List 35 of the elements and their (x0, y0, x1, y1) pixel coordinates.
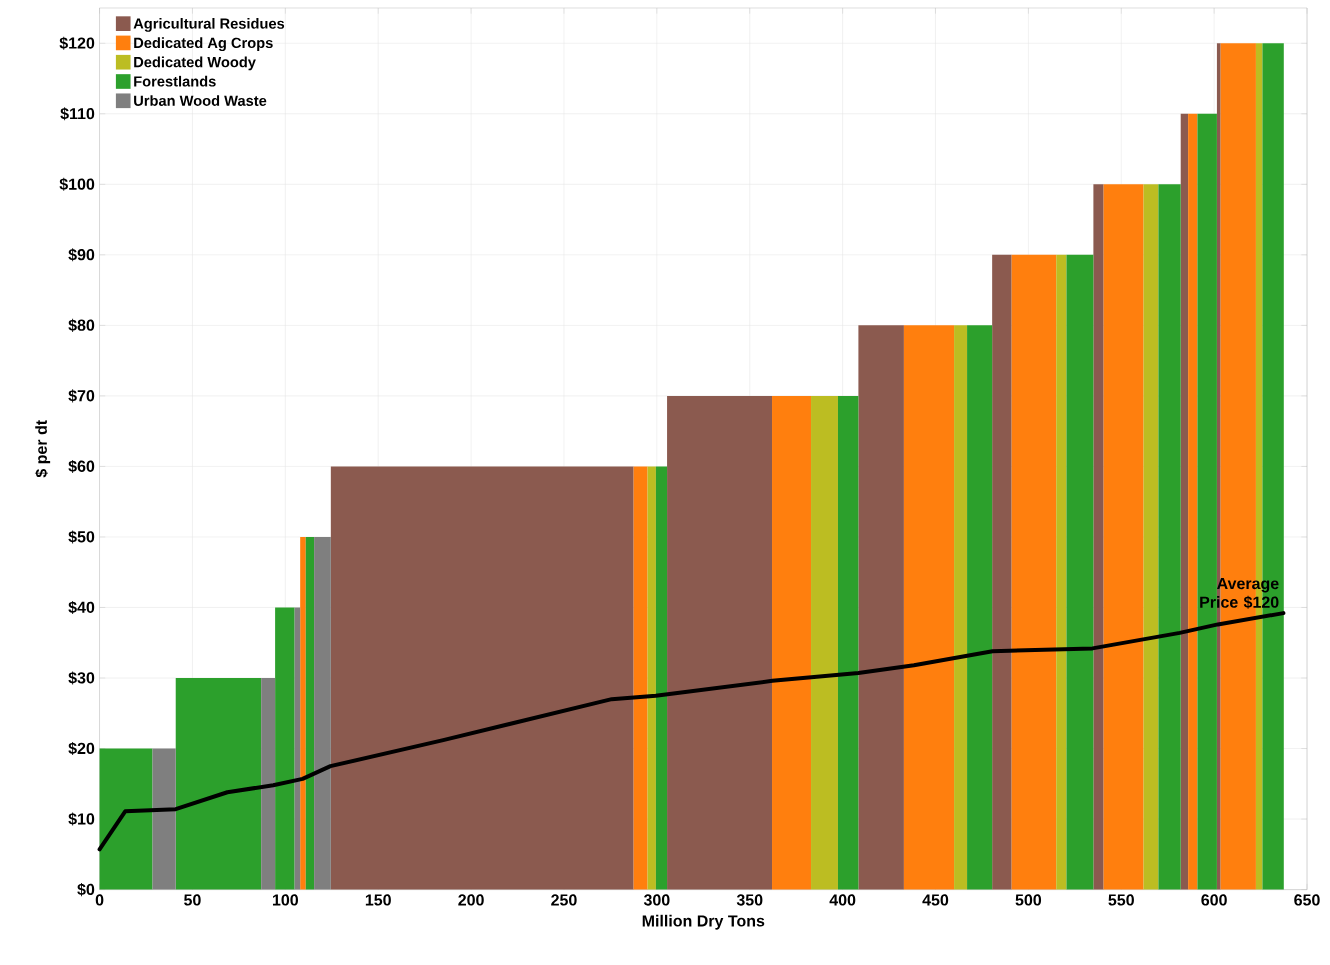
x-tick-label: 550 (1108, 894, 1134, 906)
y-tick-label: $100 (59, 178, 95, 192)
legend-label: Agricultural Residues (133, 18, 285, 32)
legend-label: Dedicated Woody (134, 56, 256, 71)
y-tick-label: $70 (68, 389, 95, 403)
y-tick-label: $90 (68, 248, 95, 262)
x-axis-title: Million Dry Tons (642, 915, 765, 930)
y-tick-label: $50 (68, 530, 95, 544)
y-tick-label: $0 (77, 883, 95, 897)
x-tick-label: 150 (365, 894, 391, 906)
x-tick-label: 100 (272, 894, 298, 906)
x-tick-label: 250 (551, 894, 577, 906)
y-tick-label: $40 (68, 601, 95, 615)
y-tick-label: $80 (68, 319, 95, 333)
x-tick-label: 350 (736, 894, 763, 906)
y-tick-label: $120 (59, 36, 95, 51)
y-tick-label: $110 (60, 107, 95, 121)
x-tick-label: 200 (458, 894, 484, 906)
x-tick-label: 50 (184, 894, 201, 906)
x-tick-label: 0 (95, 894, 104, 906)
x-tick-label: 450 (922, 894, 949, 906)
legend-label: Dedicated Ag Crops (134, 37, 273, 52)
y-tick-label: $60 (68, 460, 95, 474)
line-series (97, 611, 1286, 852)
x-tick-label: 300 (643, 894, 670, 906)
y-tick-label: $10 (68, 812, 95, 826)
y-tick-label: $20 (68, 742, 95, 756)
x-tick-label: 500 (1015, 894, 1042, 906)
x-tick-label: 650 (1294, 894, 1320, 906)
y-tick-label: $30 (68, 671, 95, 685)
legend-label: Urban Wood Waste (134, 95, 267, 107)
x-tick-label: 400 (829, 894, 856, 906)
y-axis-title: $ per dt (34, 420, 51, 478)
legend-label: Forestlands (134, 76, 216, 87)
x-tick-label: 600 (1201, 894, 1227, 906)
